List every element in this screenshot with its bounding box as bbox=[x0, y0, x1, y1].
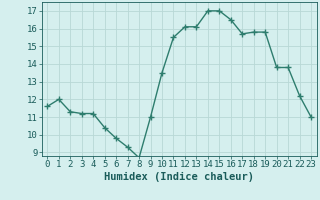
X-axis label: Humidex (Indice chaleur): Humidex (Indice chaleur) bbox=[104, 172, 254, 182]
